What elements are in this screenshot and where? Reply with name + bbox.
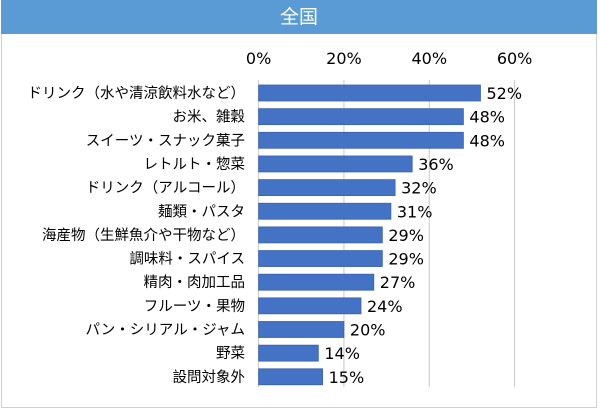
category-label: 野菜 xyxy=(216,345,245,362)
x-tick-label: 60% xyxy=(497,49,533,68)
category-label: 設問対象外 xyxy=(173,369,246,386)
category-label: レトルト・惣菜 xyxy=(144,156,246,173)
bar xyxy=(258,131,464,149)
bar xyxy=(258,226,383,244)
bar xyxy=(258,84,481,102)
data-label: 32% xyxy=(401,179,437,198)
data-label: 48% xyxy=(469,108,505,127)
data-label: 15% xyxy=(329,368,365,387)
data-label: 27% xyxy=(380,273,416,292)
bar xyxy=(258,155,413,173)
bar xyxy=(258,179,396,197)
chart-title: 全国 xyxy=(1,0,597,34)
data-label: 48% xyxy=(469,131,505,150)
data-label: 20% xyxy=(350,321,386,340)
data-label: 31% xyxy=(397,202,433,221)
category-label: 海産物（生鮮魚介や干物など） xyxy=(42,227,245,244)
bar xyxy=(258,368,324,386)
bar xyxy=(258,344,319,362)
data-label: 29% xyxy=(388,226,424,245)
x-tick-label: 20% xyxy=(326,49,362,68)
bar xyxy=(258,321,345,338)
category-label: ドリンク（アルコール） xyxy=(86,180,245,197)
category-label: パン・シリアル・ジャム xyxy=(86,322,246,339)
bar xyxy=(258,297,362,315)
data-label: 36% xyxy=(418,155,454,174)
category-label: フルーツ・果物 xyxy=(144,298,245,315)
chart-frame xyxy=(1,0,597,408)
data-label: 52% xyxy=(486,84,522,103)
category-label: ドリンク（水や清涼飲料水など） xyxy=(28,85,246,102)
category-label: 調味料・スパイス xyxy=(129,251,245,268)
bar xyxy=(258,250,383,267)
category-label: スイーツ・スナック菓子 xyxy=(86,132,245,149)
category-label: 精肉・肉加工品 xyxy=(144,274,246,291)
category-label: 麺類・パスタ xyxy=(158,203,245,220)
bar xyxy=(258,202,392,220)
data-label: 29% xyxy=(388,250,424,269)
data-label: 24% xyxy=(367,297,403,316)
x-tick-label: 0% xyxy=(246,49,271,68)
x-tick-label: 40% xyxy=(411,49,447,68)
bar xyxy=(258,108,464,126)
data-label: 14% xyxy=(324,344,360,363)
bar xyxy=(258,273,375,291)
category-label: お米、雑穀 xyxy=(173,109,246,126)
